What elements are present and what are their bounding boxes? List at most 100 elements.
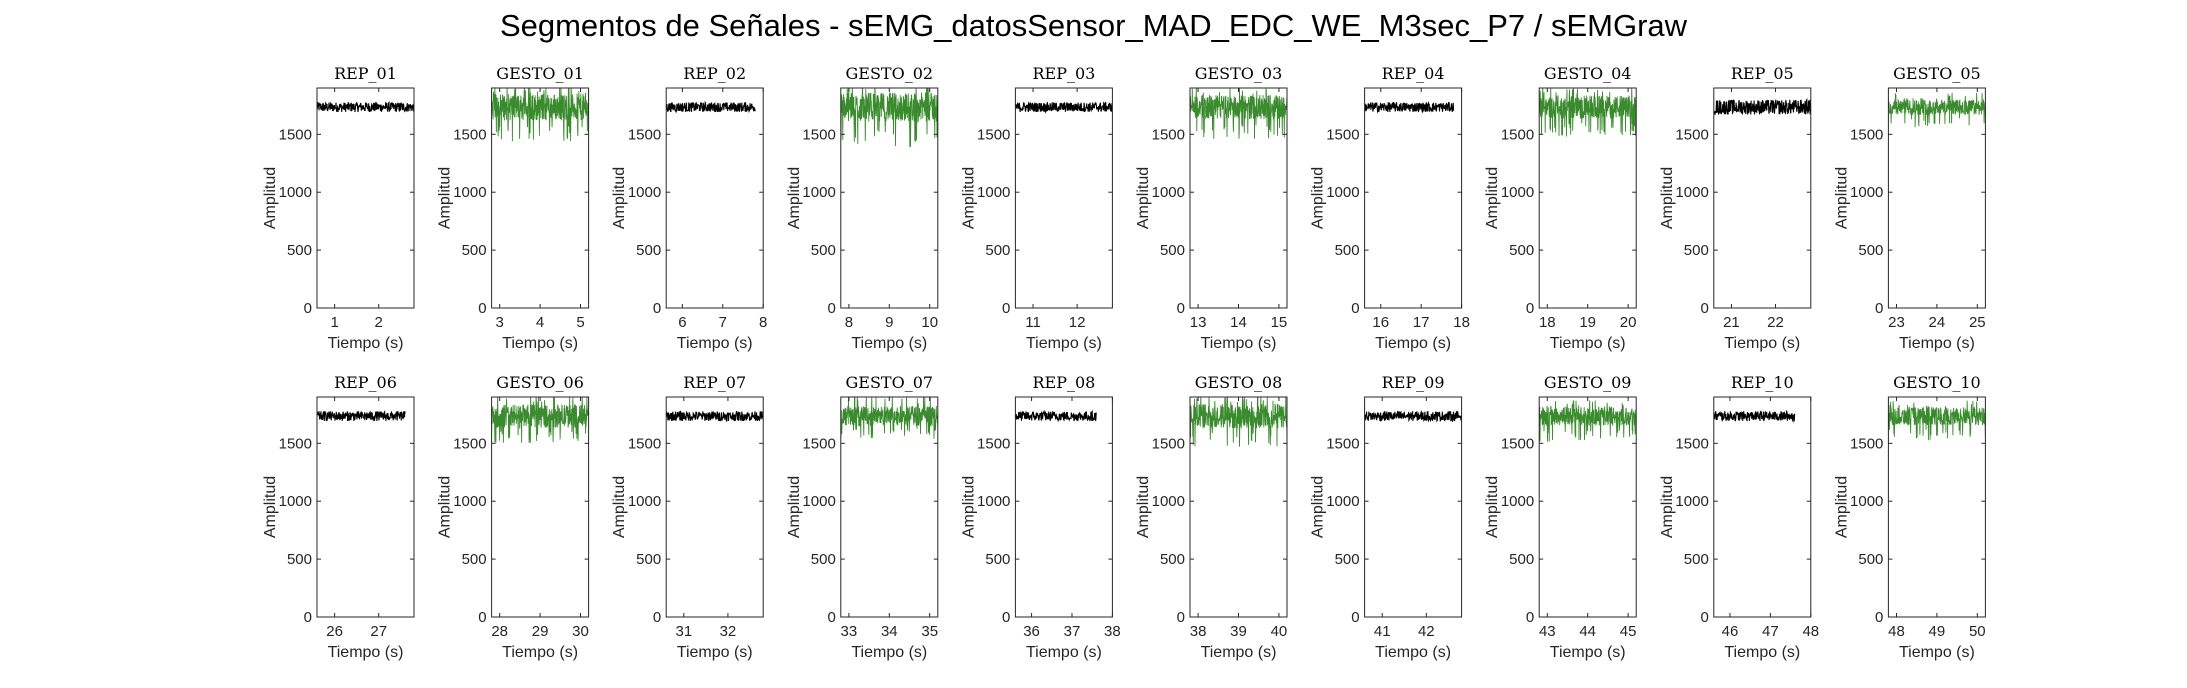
x-axis-label: Tiempo (s) xyxy=(1026,335,1102,352)
x-tick-label: 45 xyxy=(1620,623,1637,640)
y-tick-label: 0 xyxy=(1351,609,1359,626)
x-tick-label: 33 xyxy=(841,623,858,640)
axes-box-11 xyxy=(316,396,415,618)
y-tick-label: 1000 xyxy=(1326,184,1359,201)
y-tick-label: 500 xyxy=(462,551,487,568)
y-tick-label: 0 xyxy=(1177,609,1185,626)
y-tick-label: 0 xyxy=(1700,300,1708,317)
subplot-title: GESTO_06 xyxy=(496,373,584,392)
y-tick-label: 500 xyxy=(1858,551,1883,568)
y-tick-label: 500 xyxy=(1509,242,1534,259)
y-tick-label: 1000 xyxy=(1501,184,1534,201)
x-tick-label: 7 xyxy=(719,314,727,331)
y-tick-label: 1000 xyxy=(279,184,312,201)
y-tick-label: 500 xyxy=(636,551,661,568)
subplot-14: 0 500 1000 1500 33 34 35 GESTO_07 Tiempo (s) Ampl… xyxy=(786,373,939,661)
subplot-16: 0 500 1000 1500 38 39 40 GESTO_08 Tiempo (s) Ampl… xyxy=(1135,373,1288,661)
y-axis-label: Amplitud xyxy=(611,167,628,229)
y-tick-label: 1500 xyxy=(977,126,1010,143)
subplot-title: REP_08 xyxy=(1032,373,1095,392)
y-tick-label: 1500 xyxy=(279,126,312,143)
y-axis-label: Amplitud xyxy=(960,167,977,229)
x-axis-label: Tiempo (s) xyxy=(502,644,578,661)
y-tick-label: 1000 xyxy=(802,493,835,510)
x-tick-label: 16 xyxy=(1372,314,1389,331)
x-tick-label: 6 xyxy=(678,314,686,331)
signal-line-3 xyxy=(666,101,756,114)
y-tick-label: 0 xyxy=(653,300,661,317)
x-tick-label: 19 xyxy=(1579,314,1596,331)
subplot-title: REP_07 xyxy=(683,373,746,392)
y-tick-label: 1500 xyxy=(279,435,312,452)
y-axis-label: Amplitud xyxy=(1659,167,1676,229)
y-tick-label: 500 xyxy=(1160,551,1185,568)
subplot-title: GESTO_04 xyxy=(1544,64,1632,83)
x-tick-label: 46 xyxy=(1722,623,1739,640)
y-tick-label: 1500 xyxy=(802,435,835,452)
y-tick-label: 1500 xyxy=(1326,126,1359,143)
y-tick-label: 1500 xyxy=(1675,435,1708,452)
x-tick-label: 18 xyxy=(1453,314,1470,331)
figure-title: Segmentos de Señales - sEMG_datosSensor_… xyxy=(499,8,1688,43)
y-tick-label: 500 xyxy=(811,242,836,259)
subplot-17: 0 500 1000 1500 41 42 REP_09 Tiempo (s) Amplitud xyxy=(1310,373,1463,661)
y-axis-label: Amplitud xyxy=(1310,167,1327,229)
y-tick-label: 1500 xyxy=(1501,126,1534,143)
y-tick-label: 1500 xyxy=(628,435,661,452)
y-tick-label: 1500 xyxy=(977,435,1010,452)
axes-box-14 xyxy=(840,396,939,618)
x-tick-label: 21 xyxy=(1723,314,1740,331)
signal-line-7 xyxy=(1364,101,1455,114)
axes-box-16 xyxy=(1189,396,1288,618)
x-tick-label: 35 xyxy=(921,623,938,640)
subplot-13: 0 500 1000 1500 31 32 REP_07 Tiempo (s) Amplitud xyxy=(611,373,764,661)
x-axis-label: Tiempo (s) xyxy=(677,644,753,661)
subplot-4: 0 500 1000 1500 8 9 10 GESTO_02 Tiempo (s) Amplit… xyxy=(786,64,939,352)
x-axis-label: Tiempo (s) xyxy=(1026,644,1102,661)
x-axis-label: Tiempo (s) xyxy=(1899,644,1975,661)
y-tick-label: 0 xyxy=(1177,300,1185,317)
y-tick-label: 0 xyxy=(1526,300,1534,317)
y-tick-label: 1000 xyxy=(977,184,1010,201)
x-tick-label: 42 xyxy=(1418,623,1435,640)
signal-line-15 xyxy=(1015,409,1097,423)
x-tick-label: 8 xyxy=(759,314,767,331)
y-axis-label: Amplitud xyxy=(1484,167,1501,229)
axes-box-15 xyxy=(1014,396,1113,618)
y-axis-label: Amplitud xyxy=(960,476,977,538)
y-tick-label: 1500 xyxy=(453,126,486,143)
axes-box-17 xyxy=(1364,396,1463,618)
y-tick-label: 1500 xyxy=(1675,126,1708,143)
y-tick-label: 0 xyxy=(1700,609,1708,626)
y-tick-label: 1000 xyxy=(977,493,1010,510)
y-tick-label: 1000 xyxy=(1675,184,1708,201)
x-axis-label: Tiempo (s) xyxy=(502,335,578,352)
y-tick-label: 0 xyxy=(478,609,486,626)
y-axis-label: Amplitud xyxy=(1310,476,1327,538)
x-tick-label: 18 xyxy=(1539,314,1556,331)
axes-box-7 xyxy=(1364,87,1463,309)
x-tick-label: 41 xyxy=(1374,623,1391,640)
y-tick-label: 1500 xyxy=(802,126,835,143)
x-axis-label: Tiempo (s) xyxy=(1550,335,1626,352)
x-axis-label: Tiempo (s) xyxy=(1375,335,1451,352)
x-tick-label: 14 xyxy=(1230,314,1247,331)
x-tick-label: 49 xyxy=(1929,623,1946,640)
subplot-title: REP_05 xyxy=(1731,64,1794,83)
y-tick-label: 0 xyxy=(1002,609,1010,626)
y-axis-label: Amplitud xyxy=(1135,476,1152,538)
y-axis-label: Amplitud xyxy=(786,167,803,229)
y-tick-label: 1500 xyxy=(453,435,486,452)
signal-line-10 xyxy=(1888,92,1986,128)
x-tick-label: 3 xyxy=(496,314,504,331)
x-tick-label: 29 xyxy=(532,623,549,640)
x-tick-label: 11 xyxy=(1025,314,1041,331)
x-axis-label: Tiempo (s) xyxy=(1201,335,1277,352)
x-axis-label: Tiempo (s) xyxy=(1550,644,1626,661)
y-tick-label: 0 xyxy=(827,300,835,317)
signal-line-2 xyxy=(491,88,589,142)
y-tick-label: 1000 xyxy=(1850,493,1883,510)
y-tick-label: 0 xyxy=(1875,609,1883,626)
y-tick-label: 0 xyxy=(1351,300,1359,317)
